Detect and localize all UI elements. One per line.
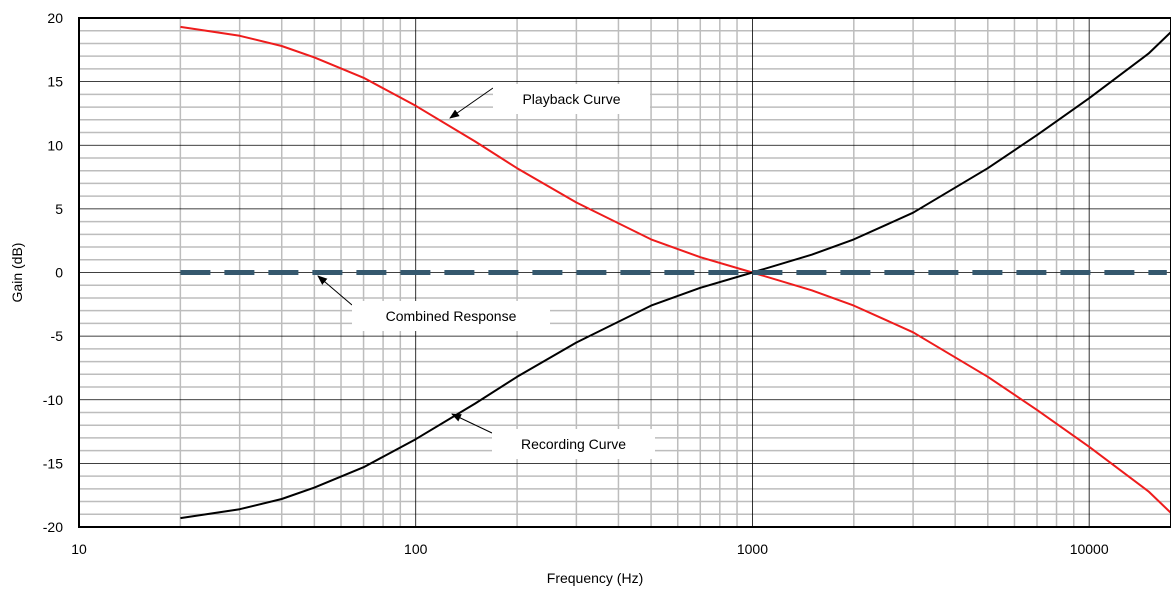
y-tick-label: 20 <box>47 10 63 26</box>
y-tick-label: 5 <box>55 201 63 217</box>
annotation-box <box>492 429 655 459</box>
y-tick-label: -10 <box>43 392 63 408</box>
series-line-recording-curve <box>180 31 1171 520</box>
series-layer <box>180 25 1171 520</box>
x-tick-label: 1000 <box>737 541 768 557</box>
annotation-box <box>493 84 650 114</box>
annotation-label: Playback Curve <box>522 91 620 107</box>
y-tick-label: 0 <box>55 265 63 281</box>
y-tick-labels: 20 15 10 5 0 -5 -10 -15 -20 <box>43 10 63 535</box>
annotation-label: Recording Curve <box>521 436 626 452</box>
x-tick-labels: 10 100 1000 10000 <box>71 541 1109 557</box>
annotation-box <box>352 301 550 331</box>
annotation-label: Combined Response <box>386 308 517 324</box>
y-tick-label: -5 <box>51 328 64 344</box>
x-tick-label: 100 <box>404 541 428 557</box>
plot-area-frame <box>78 17 1171 528</box>
y-tick-label: 15 <box>47 74 63 90</box>
y-axis-title: Gain (dB) <box>9 243 25 303</box>
y-tick-label: -15 <box>43 455 63 471</box>
series-line-playback-curve <box>180 25 1171 514</box>
minor-gridlines <box>79 18 1171 527</box>
y-tick-label: -20 <box>43 519 63 535</box>
x-tick-label: 10 <box>71 541 87 557</box>
annotation-arrow <box>317 275 353 306</box>
annotation-arrow <box>451 413 493 434</box>
x-axis-title: Frequency (Hz) <box>547 570 643 586</box>
x-tick-label: 10000 <box>1070 541 1109 557</box>
y-tick-label: 10 <box>47 137 63 153</box>
annotation-arrow <box>449 87 494 119</box>
annotations: Playback Curve Combined Response Recording… <box>317 84 655 459</box>
